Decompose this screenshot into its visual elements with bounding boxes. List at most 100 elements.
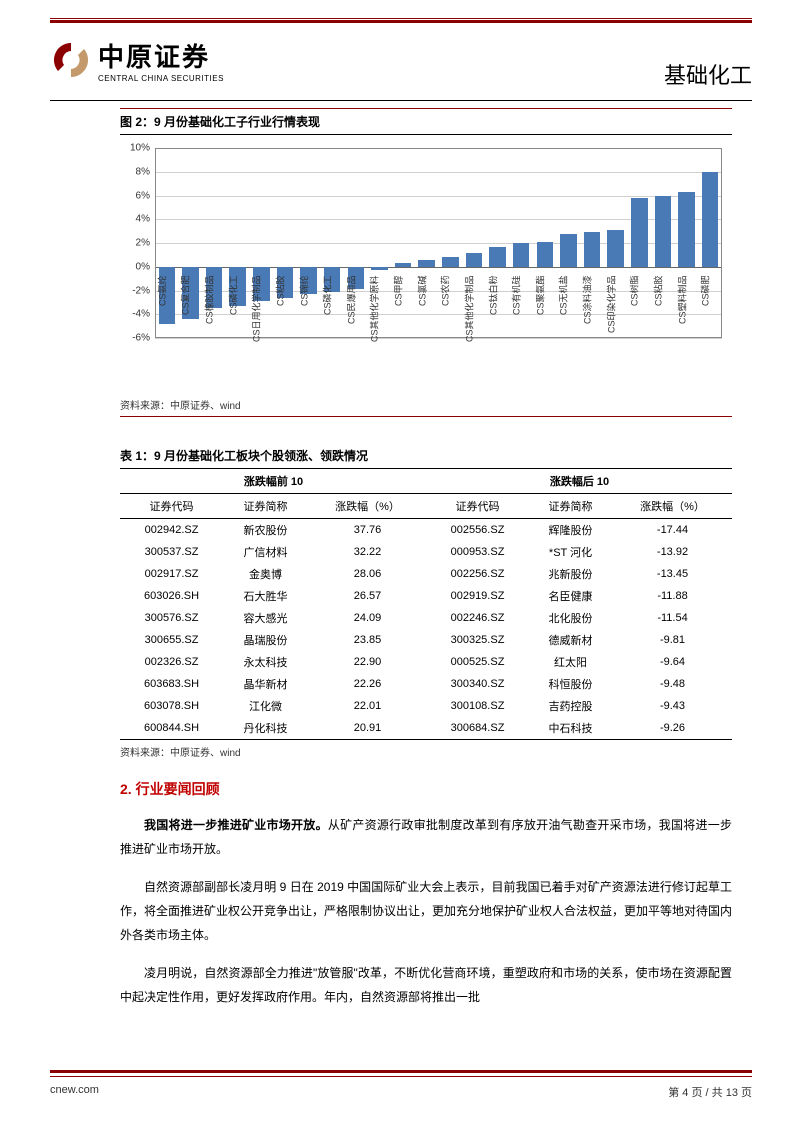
- chart-bar-column: CS甲醇: [391, 148, 415, 338]
- chart-bar-column: CS民爆用品: [344, 148, 368, 338]
- table-cell: -9.48: [613, 673, 732, 695]
- table-cell: 广信材料: [223, 541, 308, 563]
- chart-bar: [678, 192, 695, 267]
- chart-bar: [631, 198, 648, 267]
- table-column-header: 证券代码: [427, 494, 528, 519]
- table-cell: 002246.SZ: [427, 607, 528, 629]
- chart-y-tick-label: 0%: [136, 261, 150, 272]
- chart-bar-column: CS粘胶: [651, 148, 675, 338]
- chart-y-tick-label: 4%: [136, 214, 150, 225]
- chart-bar-column: CS氨纶: [155, 148, 179, 338]
- page-footer: cnew.com 第 4 页 / 共 13 页: [50, 1084, 752, 1100]
- table-cell: -17.44: [613, 519, 732, 542]
- chart-bar-column: CS橡胶制品: [202, 148, 226, 338]
- page-top-rule-thin: [50, 18, 752, 19]
- chart-bar: [442, 257, 459, 267]
- table-cell: 永太科技: [223, 651, 308, 673]
- table-cell: 603026.SH: [120, 585, 223, 607]
- table-cell: 石大胜华: [223, 585, 308, 607]
- table-cell: 兆新股份: [528, 563, 613, 585]
- chart-x-label: CS聚氨酯: [533, 275, 546, 315]
- table-column-header: 证券代码: [120, 494, 223, 519]
- table-cell: 300684.SZ: [427, 717, 528, 740]
- table-cell: 37.76: [308, 519, 427, 542]
- figure-source: 资料来源：中原证券、wind: [120, 397, 732, 417]
- chart-y-tick-label: 8%: [136, 166, 150, 177]
- logo-text-en: CENTRAL CHINA SECURITIES: [98, 74, 224, 83]
- chart-x-label: CS涂料油漆: [581, 275, 594, 324]
- chart-x-label: CS印染化学品: [604, 275, 617, 333]
- figure-title: 图 2：9 月份基础化工子行业行情表现: [120, 108, 732, 135]
- header-section-title: 基础化工: [664, 58, 752, 90]
- table-cell: 002919.SZ: [427, 585, 528, 607]
- table-row: 300655.SZ晶瑞股份23.85300325.SZ德威新材-9.81: [120, 629, 732, 651]
- chart-bar: [395, 263, 412, 267]
- chart-bar-column: CS塑料制品: [675, 148, 699, 338]
- table-cell: -13.92: [613, 541, 732, 563]
- table-cell: -9.26: [613, 717, 732, 740]
- chart-x-label: CS氯碱: [415, 275, 428, 306]
- chart-bar-column: CS氯碱: [415, 148, 439, 338]
- table-cell: 300340.SZ: [427, 673, 528, 695]
- table-cell: -11.88: [613, 585, 732, 607]
- table-cell: 603683.SH: [120, 673, 223, 695]
- chart-bar-column: CS锦纶: [297, 148, 321, 338]
- table-cell: 002917.SZ: [120, 563, 223, 585]
- chart-bar: [560, 234, 577, 267]
- table-cell: -9.81: [613, 629, 732, 651]
- chart-bar: [371, 267, 388, 271]
- section-title: 2. 行业要闻回顾: [120, 779, 732, 799]
- table-cell: 32.22: [308, 541, 427, 563]
- stock-table: 涨跌幅前 10 涨跌幅后 10 证券代码证券简称涨跌幅（%）证券代码证券简称涨跌…: [120, 468, 732, 740]
- chart-x-label: CS粘胶: [273, 275, 286, 306]
- table-cell: 002556.SZ: [427, 519, 528, 542]
- page-header: 中原证券 CENTRAL CHINA SECURITIES 基础化工: [50, 30, 752, 90]
- body-paragraphs: 我国将进一步推进矿业市场开放。从矿产资源行政审批制度改革到有序放开油气勘查开采市…: [120, 813, 732, 1009]
- chart-x-label: CS磷肥: [699, 275, 712, 306]
- chart-bar-column: CS复合肥: [179, 148, 203, 338]
- logo-text-cn: 中原证券: [98, 37, 224, 74]
- chart-bar-column: CS其他化学原料: [368, 148, 392, 338]
- table-cell: 000525.SZ: [427, 651, 528, 673]
- chart-x-label: CS其他化学制品: [462, 275, 475, 342]
- table-row: 603078.SH江化微22.01300108.SZ吉药控股-9.43: [120, 695, 732, 717]
- table-cell: 300655.SZ: [120, 629, 223, 651]
- chart-bar-column: CS聚氨酯: [533, 148, 557, 338]
- chart-x-label: CS锦纶: [297, 275, 310, 306]
- table-column-header: 涨跌幅（%）: [308, 494, 427, 519]
- table-cell: -11.54: [613, 607, 732, 629]
- table-cell: 002942.SZ: [120, 519, 223, 542]
- table-cell: -13.45: [613, 563, 732, 585]
- chart-x-label: CS氨纶: [155, 275, 168, 306]
- table-cell: 金奥博: [223, 563, 308, 585]
- table-cell: 002326.SZ: [120, 651, 223, 673]
- chart-bars: CS氨纶CS复合肥CS橡胶制品CS磷化工CS日用化学制品CS粘胶CS锦纶CS磷化…: [155, 148, 722, 338]
- chart-y-tick-label: -2%: [132, 285, 150, 296]
- footer-rule-thin: [50, 1076, 752, 1077]
- chart-x-label: CS民爆用品: [344, 275, 357, 324]
- body-paragraph: 我国将进一步推进矿业市场开放。从矿产资源行政审批制度改革到有序放开油气勘查开采市…: [120, 813, 732, 861]
- logo-block: 中原证券 CENTRAL CHINA SECURITIES: [50, 37, 224, 83]
- chart-bar-column: CS树脂: [628, 148, 652, 338]
- table-cell: 科恒股份: [528, 673, 613, 695]
- chart-x-label: CS钛白粉: [486, 275, 499, 315]
- logo-icon: [50, 39, 92, 81]
- page-top-rule: [50, 20, 752, 23]
- chart-bar-column: CS有机硅: [509, 148, 533, 338]
- chart-x-label: CS甲醇: [392, 275, 405, 306]
- table-column-header: 证券简称: [528, 494, 613, 519]
- footer-left: cnew.com: [50, 1084, 99, 1100]
- table-cell: 辉隆股份: [528, 519, 613, 542]
- table-cell: 新农股份: [223, 519, 308, 542]
- table-cell: 北化股份: [528, 607, 613, 629]
- table-cell: 28.06: [308, 563, 427, 585]
- content-area: 图 2：9 月份基础化工子行业行情表现 -6%-4%-2%0%2%4%6%8%1…: [120, 108, 732, 1009]
- table-group-header-top: 涨跌幅前 10: [120, 469, 427, 494]
- table-row: 002326.SZ永太科技22.90000525.SZ红太阳-9.64: [120, 651, 732, 673]
- table-row: 300537.SZ广信材料32.22000953.SZ*ST 河化-13.92: [120, 541, 732, 563]
- chart-x-label: CS磷化工: [226, 275, 239, 315]
- table-cell: 300108.SZ: [427, 695, 528, 717]
- chart-bar: [702, 172, 719, 267]
- table-cell: 德威新材: [528, 629, 613, 651]
- chart-bar-column: CS粘胶: [273, 148, 297, 338]
